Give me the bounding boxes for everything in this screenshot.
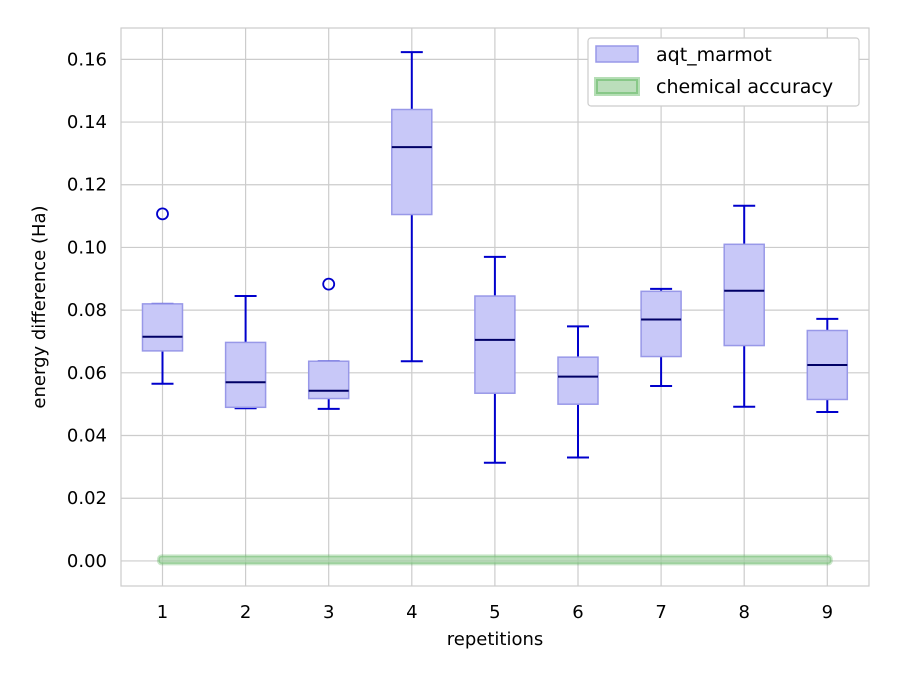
x-tick-label: 2 bbox=[240, 602, 251, 623]
y-tick-label: 0.02 bbox=[67, 488, 107, 509]
box-iqr bbox=[474, 295, 516, 394]
x-tick-label: 1 bbox=[157, 602, 168, 623]
box-9 bbox=[806, 317, 849, 414]
boxes bbox=[141, 51, 849, 464]
x-tick-labels: 1 2 3 4 5 6 7 8 9 bbox=[157, 602, 833, 623]
box-iqr bbox=[723, 243, 765, 347]
x-tick-label: 8 bbox=[738, 602, 749, 623]
box-8 bbox=[723, 204, 765, 408]
box-iqr bbox=[141, 303, 184, 352]
legend-swatch-aqt-marmot bbox=[595, 45, 639, 63]
legend-label-chemical-accuracy: chemical accuracy bbox=[656, 76, 833, 98]
outlier-point bbox=[322, 277, 336, 291]
legend: aqt_marmot chemical accuracy bbox=[587, 37, 860, 107]
chemical-accuracy-bar bbox=[157, 554, 833, 566]
y-tick-label: 0.00 bbox=[67, 551, 107, 572]
x-tick-label: 3 bbox=[323, 602, 334, 623]
x-tick-label: 7 bbox=[655, 602, 666, 623]
y-axis-label: energy difference (Ha) bbox=[29, 205, 50, 408]
box-iqr bbox=[307, 360, 350, 400]
y-tick-label: 0.10 bbox=[67, 237, 107, 258]
x-tick-label: 5 bbox=[489, 602, 500, 623]
box-3 bbox=[307, 277, 350, 410]
y-tick-label: 0.06 bbox=[67, 363, 107, 384]
box-7 bbox=[640, 287, 682, 387]
box-1 bbox=[141, 207, 184, 385]
y-tick-label: 0.16 bbox=[67, 49, 107, 70]
box-iqr bbox=[391, 108, 433, 216]
y-tick-labels: 0.00 0.02 0.04 0.06 0.08 0.10 0.12 0.14 0.16 bbox=[67, 49, 107, 572]
legend-label-aqt-marmot: aqt_marmot bbox=[656, 44, 772, 66]
box-4 bbox=[391, 51, 433, 363]
chemical-accuracy-band bbox=[157, 554, 833, 566]
box-iqr bbox=[557, 356, 599, 405]
box-5 bbox=[474, 255, 516, 464]
outlier-point bbox=[156, 207, 169, 221]
x-axis-label: repetitions bbox=[447, 629, 544, 650]
box-6 bbox=[557, 325, 599, 459]
y-tick-label: 0.12 bbox=[67, 175, 107, 196]
legend-frame bbox=[587, 37, 860, 107]
y-tick-label: 0.04 bbox=[67, 426, 107, 447]
y-tick-label: 0.08 bbox=[67, 300, 107, 321]
legend-swatch-chemical-accuracy bbox=[594, 77, 640, 96]
y-tick-label: 0.14 bbox=[67, 112, 107, 133]
x-tick-label: 4 bbox=[406, 602, 417, 623]
box-iqr bbox=[640, 290, 682, 358]
box-iqr bbox=[224, 341, 267, 409]
x-tick-label: 6 bbox=[572, 602, 583, 623]
box-2 bbox=[224, 295, 267, 410]
plot-frame bbox=[120, 27, 870, 587]
x-tick-label: 9 bbox=[822, 602, 833, 623]
